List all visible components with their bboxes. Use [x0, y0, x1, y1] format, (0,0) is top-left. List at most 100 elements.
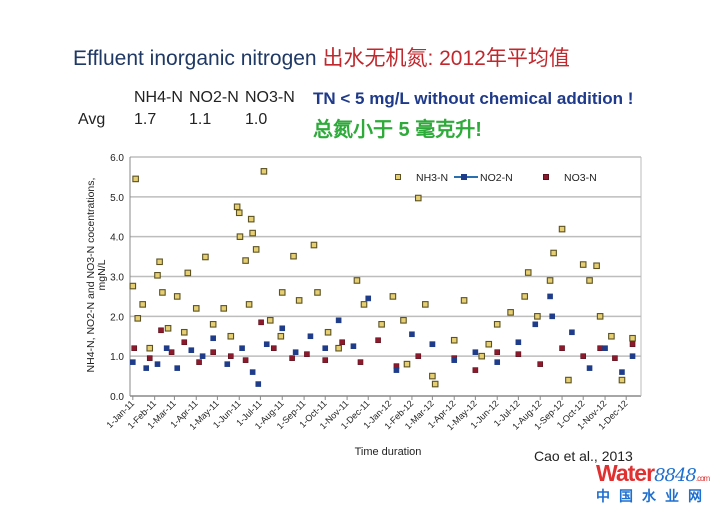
data-point-nh3-n	[450, 336, 458, 344]
data-point-no2-n	[494, 359, 501, 365]
data-point-nh3-n	[146, 344, 154, 352]
data-point-no2-n	[307, 333, 314, 340]
data-point-nh3-n	[209, 321, 217, 328]
data-point-no3-n	[597, 345, 603, 351]
data-point-nh3-n	[295, 297, 303, 304]
data-point-no3-n	[196, 359, 202, 365]
data-point-no3-n	[210, 349, 216, 355]
y-tick-label: 0.0	[110, 392, 124, 403]
data-point-nh3-n	[324, 328, 332, 336]
data-point-nh3-n	[235, 209, 243, 217]
legend-marker-nh3-n	[395, 174, 401, 180]
data-point-no2-n	[199, 353, 206, 359]
data-point-no3-n	[629, 341, 636, 348]
y-tick-label: 4.0	[110, 233, 124, 244]
data-point-no2-n	[569, 329, 575, 336]
title-chinese: 出水无机氮: 2012年平均值	[322, 47, 570, 70]
data-point-nh3-n	[360, 301, 368, 308]
data-point-no3-n	[580, 353, 587, 359]
data-point-nh3-n	[134, 315, 142, 322]
data-point-nh3-n	[485, 340, 493, 348]
legend-label: NO2-N	[480, 172, 513, 184]
avg-header-nh4: NH4-N	[134, 89, 183, 106]
data-point-no2-n	[629, 353, 636, 359]
data-point-no3-n	[304, 351, 310, 357]
data-point-no3-n	[472, 367, 479, 373]
data-point-no3-n	[270, 345, 277, 351]
y-axis-label: NH4-N, NO2-N and NO3-N cocentrations,	[85, 178, 97, 373]
data-point-nh3-n	[431, 380, 439, 388]
data-point-no3-n	[181, 339, 188, 346]
data-point-no3-n	[612, 355, 618, 361]
tn-note-chinese: 总氮小于 5 毫克升!	[313, 119, 482, 141]
data-point-no2-n	[255, 381, 262, 387]
data-point-nh3-n	[593, 262, 600, 270]
data-point-nh3-n	[493, 321, 501, 328]
data-point-no3-n	[322, 357, 329, 363]
data-point-nh3-n	[422, 301, 429, 308]
data-point-nh3-n	[249, 229, 256, 237]
data-point-nh3-n	[378, 321, 385, 328]
data-point-nh3-n	[524, 269, 532, 276]
data-point-nh3-n	[478, 352, 486, 360]
data-point-no2-n	[409, 331, 415, 338]
data-point-nh3-n	[154, 272, 161, 279]
data-point-nh3-n	[180, 328, 188, 336]
data-point-no2-n	[163, 345, 170, 351]
data-point-nh3-n	[565, 376, 572, 384]
tn-note-english: TN < 5 mg/L without chemical addition !	[313, 89, 634, 108]
slide-title: Effluent inorganic nitrogen 出水无机氮: 2012年…	[73, 42, 570, 72]
data-point-no2-n	[292, 349, 299, 355]
legend-marker-no3-n	[543, 174, 549, 180]
data-point-no3-n	[258, 319, 264, 326]
data-point-nh3-n	[414, 194, 422, 202]
data-point-nh3-n	[618, 376, 626, 384]
y-tick-label: 6.0	[110, 153, 124, 164]
data-point-no2-n	[532, 321, 539, 328]
data-point-no2-n	[224, 361, 231, 367]
watermark-suffix: .com	[695, 474, 710, 483]
y-tick-label: 5.0	[110, 193, 124, 204]
data-point-nh3-n	[608, 332, 615, 340]
data-point-nh3-n	[184, 269, 192, 277]
legend-label: NO3-N	[564, 172, 597, 184]
data-point-nh3-n	[132, 175, 139, 183]
data-point-no2-n	[429, 341, 436, 348]
data-point-no3-n	[375, 337, 381, 344]
data-point-no2-n	[143, 365, 150, 371]
data-point-nh3-n	[534, 313, 541, 320]
data-point-no2-n	[602, 345, 608, 351]
data-point-no2-n	[130, 359, 136, 365]
data-point-no2-n	[210, 335, 216, 342]
data-point-nh3-n	[460, 297, 468, 304]
data-point-no2-n	[263, 341, 270, 348]
data-point-nh3-n	[314, 289, 321, 296]
data-point-no2-n	[549, 313, 555, 320]
data-point-nh3-n	[277, 332, 285, 340]
data-point-no2-n	[365, 295, 372, 302]
data-point-nh3-n	[353, 277, 361, 284]
watermark-chinese: 中国水业网	[596, 488, 711, 504]
data-point-nh3-n	[236, 233, 244, 240]
avg-value-no2: 1.1	[189, 111, 212, 128]
data-point-nh3-n	[233, 203, 241, 211]
data-point-no3-n	[515, 351, 522, 357]
data-point-nh3-n	[247, 215, 255, 223]
data-point-nh3-n	[159, 289, 166, 296]
data-point-nh3-n	[629, 334, 636, 342]
data-point-no2-n	[335, 317, 342, 324]
data-point-no3-n	[227, 353, 234, 359]
data-point-no3-n	[494, 349, 501, 355]
data-point-no3-n	[357, 359, 364, 365]
data-point-nh3-n	[546, 277, 554, 284]
avg-row-label: Avg	[78, 111, 106, 128]
data-point-nh3-n	[139, 301, 146, 308]
data-point-no2-n	[586, 365, 593, 371]
data-point-nh3-n	[579, 261, 587, 268]
legend-marker-no2-n	[461, 174, 467, 180]
data-point-no2-n	[393, 367, 400, 373]
data-point-nh3-n	[156, 258, 163, 266]
data-point-no2-n	[547, 293, 553, 300]
data-point-no2-n	[350, 343, 357, 350]
